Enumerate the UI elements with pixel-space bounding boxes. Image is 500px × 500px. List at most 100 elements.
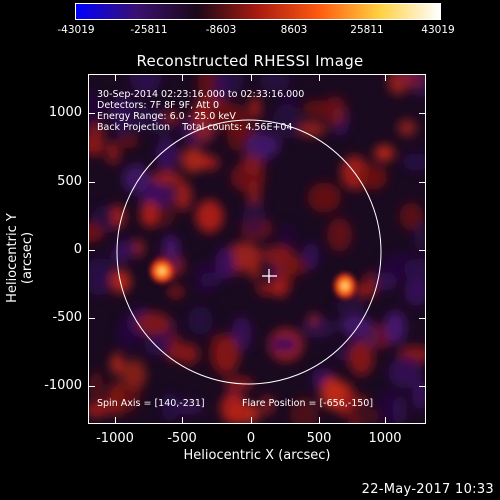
- y-tick-label: 1000: [48, 105, 82, 120]
- intensity-blob: [397, 119, 417, 137]
- y-axis-label: Heliocentric Y (arcsec): [5, 213, 35, 303]
- intensity-blob: [348, 340, 374, 376]
- tick-mark: [88, 250, 95, 251]
- intensity-blob: [161, 392, 180, 422]
- intensity-blob: [245, 132, 280, 159]
- colorbar-label: -8603: [205, 24, 237, 36]
- intensity-blob: [89, 258, 114, 287]
- intensity-blob: [297, 120, 326, 137]
- intensity-blob: [374, 144, 395, 162]
- y-tick-label: -1000: [44, 378, 82, 393]
- tick-mark: [385, 74, 386, 81]
- intensity-blob: [320, 376, 346, 410]
- y-tick-label: 500: [57, 174, 82, 189]
- tick-mark: [88, 113, 95, 114]
- intensity-blob: [89, 222, 104, 243]
- intensity-blob: [272, 279, 288, 298]
- tick-mark: [419, 386, 426, 387]
- intensity-blob: [358, 164, 388, 190]
- intensity-blob: [136, 311, 171, 336]
- intensity-blob: [384, 310, 407, 344]
- x-tick-label: 0: [246, 431, 256, 446]
- intensity-blob: [402, 153, 425, 171]
- intensity-blob: [215, 338, 241, 372]
- x-tick-label: -500: [167, 431, 197, 446]
- intensity-blob: [323, 96, 347, 127]
- image-plot[interactable]: 30-Sep-2014 02:23:16.000 to 02:33:16.000…: [88, 74, 426, 424]
- intensity-blob: [388, 356, 422, 389]
- intensity-blob: [111, 269, 131, 294]
- intensity-blob: [278, 90, 298, 108]
- intensity-blob: [119, 134, 139, 149]
- intensity-blob: [178, 343, 200, 365]
- intensity-blob: [197, 75, 216, 98]
- intensity-blob: [155, 137, 178, 171]
- colorbar: [75, 3, 441, 20]
- intensity-blob: [187, 306, 214, 335]
- colorbar-label: 8603: [280, 24, 308, 36]
- intensity-blob: [249, 95, 262, 120]
- colorbar-label: -25811: [130, 24, 168, 36]
- intensity-blob: [302, 100, 333, 117]
- intensity-blob: [242, 201, 266, 236]
- intensity-blob: [259, 75, 291, 92]
- intensity-blob: [195, 199, 224, 233]
- tick-mark: [419, 250, 426, 251]
- intensity-blob: [256, 281, 278, 296]
- tick-mark: [385, 417, 386, 424]
- colorbar-label: 25811: [350, 24, 384, 36]
- intensity-blob: [307, 182, 341, 213]
- intensity-blob: [404, 276, 425, 306]
- intensity-blob: [106, 106, 123, 120]
- x-tick-label: -1000: [96, 431, 134, 446]
- tick-mark: [182, 74, 183, 81]
- intensity-blob: [129, 75, 162, 94]
- intensity-blob: [233, 122, 260, 137]
- colorbar-label: 43019: [421, 24, 455, 36]
- intensity-blob: [260, 394, 275, 416]
- intensity-blob: [107, 381, 141, 414]
- x-tick-label: 1000: [368, 431, 402, 446]
- intensity-blob: [392, 395, 407, 423]
- intensity-blob: [105, 140, 121, 165]
- tick-mark: [419, 182, 426, 183]
- intensity-blob: [89, 371, 103, 400]
- intensity-blob: [227, 241, 262, 270]
- y-tick-label: 0: [73, 242, 82, 257]
- source-right: [332, 271, 358, 301]
- intensity-blob: [144, 331, 173, 356]
- tick-mark: [182, 417, 183, 424]
- hot-sources: [148, 257, 358, 301]
- intensity-blob: [174, 181, 193, 211]
- intensity-blob: [327, 217, 353, 252]
- intensity-blob: [168, 285, 184, 299]
- tick-mark: [115, 74, 116, 81]
- intensity-blob: [217, 75, 244, 95]
- tick-mark: [88, 386, 95, 387]
- intensity-blob: [301, 317, 336, 338]
- intensity-blob: [231, 316, 252, 351]
- intensity-blob: [195, 261, 216, 295]
- tick-mark: [419, 318, 426, 319]
- tick-mark: [115, 417, 116, 424]
- intensity-blob: [89, 138, 104, 154]
- tick-mark: [419, 113, 426, 114]
- intensity-blob: [220, 392, 247, 423]
- intensity-blob: [89, 404, 109, 418]
- info-flare-position: Flare Position = [-656,-150]: [242, 398, 374, 409]
- intensity-blob: [414, 220, 425, 253]
- intensity-blob: [404, 258, 425, 280]
- x-axis-label: Heliocentric X (arcsec): [183, 448, 331, 463]
- intensity-blob: [201, 154, 220, 171]
- rhessi-image: [89, 75, 425, 423]
- intensity-blob: [335, 299, 366, 314]
- source-left: [148, 257, 176, 285]
- intensity-blob: [122, 164, 151, 194]
- intensity-blob: [162, 111, 182, 125]
- intensity-blob: [412, 381, 425, 410]
- intensity-blob: [151, 171, 183, 187]
- intensity-blob: [176, 399, 204, 415]
- plot-title: Reconstructed RHESSI Image: [136, 52, 364, 70]
- intensity-blob: [347, 410, 363, 423]
- x-tick-label: 500: [306, 431, 332, 446]
